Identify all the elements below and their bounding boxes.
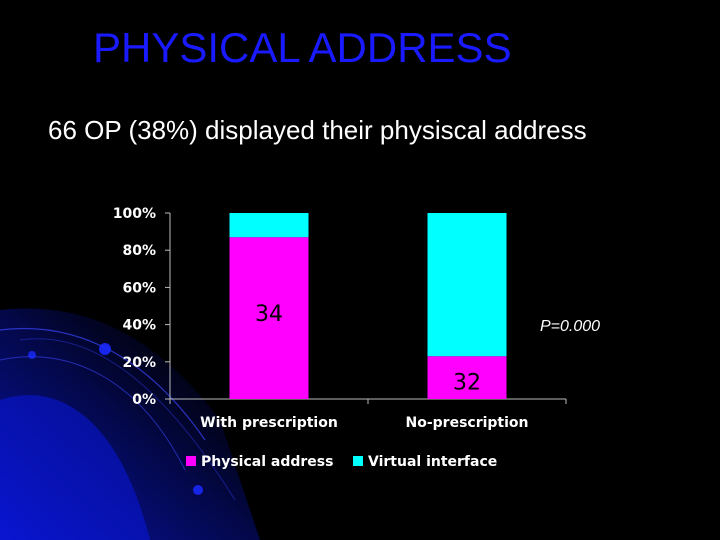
- bar-count-label: 34: [255, 302, 283, 327]
- x-category-label: With prescription: [200, 415, 338, 431]
- bar-segment-virtual-interface: [427, 213, 507, 357]
- slide-subtitle: 66 OP (38%) displayed their physiscal ad…: [48, 115, 587, 145]
- x-category-label: No-prescription: [406, 415, 529, 431]
- bar-segment-physical-address: [427, 356, 507, 399]
- y-tick-label: 20%: [122, 355, 156, 371]
- y-tick-label: 80%: [122, 243, 156, 259]
- bar-segment-physical-address: [229, 237, 309, 399]
- legend-swatch: [186, 456, 196, 466]
- bar-count-label: 32: [453, 371, 481, 396]
- y-tick-label: 0%: [132, 392, 156, 408]
- y-tick-label: 60%: [122, 280, 156, 296]
- legend-swatch: [353, 456, 363, 466]
- p-value-annotation: P=0.000: [540, 318, 601, 335]
- legend-label: Virtual interface: [368, 454, 497, 470]
- legend-label: Physical address: [201, 454, 333, 470]
- slide-title: PHYSICAL ADDRESS: [93, 24, 512, 71]
- y-tick-label: 100%: [113, 206, 156, 222]
- bar-segment-virtual-interface: [229, 213, 309, 238]
- y-tick-label: 40%: [122, 318, 156, 334]
